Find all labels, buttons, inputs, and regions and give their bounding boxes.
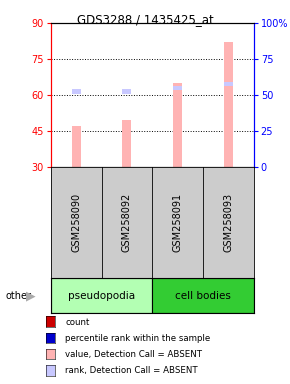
Bar	[72, 89, 81, 94]
Text: ▶: ▶	[26, 289, 35, 302]
Text: other: other	[6, 291, 32, 301]
Text: percentile rank within the sample: percentile rank within the sample	[65, 334, 211, 343]
Bar	[122, 89, 131, 94]
Text: value, Detection Call = ABSENT: value, Detection Call = ABSENT	[65, 350, 202, 359]
Bar	[173, 86, 182, 90]
Bar	[122, 120, 131, 167]
FancyBboxPatch shape	[51, 278, 152, 313]
Text: rank, Detection Call = ABSENT: rank, Detection Call = ABSENT	[65, 366, 198, 376]
Text: GSM258091: GSM258091	[173, 193, 183, 252]
Text: GDS3288 / 1435425_at: GDS3288 / 1435425_at	[77, 13, 213, 26]
FancyBboxPatch shape	[152, 278, 254, 313]
Bar	[224, 82, 233, 86]
Text: GSM258093: GSM258093	[223, 193, 233, 252]
Text: pseudopodia: pseudopodia	[68, 291, 135, 301]
Text: cell bodies: cell bodies	[175, 291, 231, 301]
Bar	[224, 42, 233, 167]
Text: GSM258092: GSM258092	[122, 193, 132, 252]
Bar	[72, 126, 81, 167]
Text: count: count	[65, 318, 90, 327]
Text: GSM258090: GSM258090	[71, 193, 81, 252]
Bar	[173, 83, 182, 167]
